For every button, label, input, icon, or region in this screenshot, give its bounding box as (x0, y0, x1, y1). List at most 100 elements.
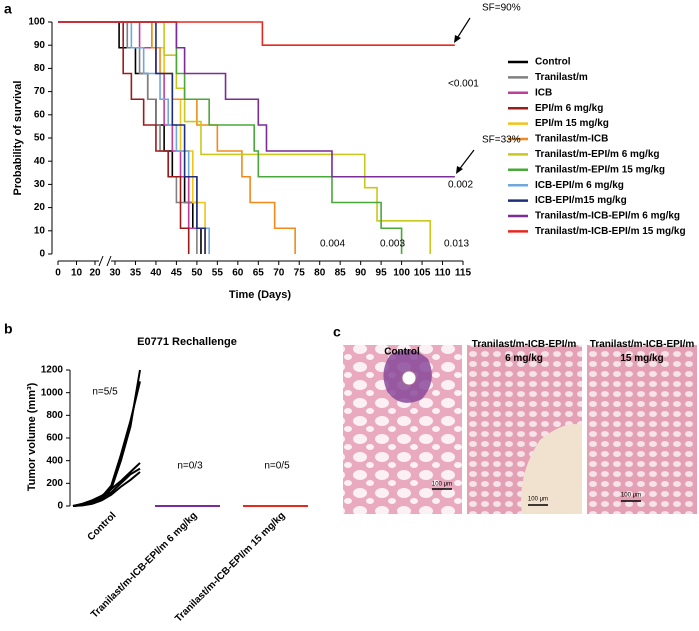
y-tick-label: 800 (46, 410, 63, 421)
axis-break (98, 255, 104, 267)
x-tick-label: 50 (191, 268, 203, 279)
title-line: 15 mg/kg (620, 353, 663, 364)
title-line: Tranilast/m-ICB-EPI/m (590, 339, 695, 350)
survival-curve (58, 21, 206, 254)
x-tick-label: 80 (314, 268, 326, 279)
x-tick-label: 30 (109, 268, 121, 279)
legend-label: Tranilast/m-EPI/m 15 mg/kg (535, 164, 665, 175)
x-tick-label: 65 (253, 268, 265, 279)
x-axis-label: Time (Days) (229, 289, 291, 301)
scale-bar-label: 100 μm (432, 482, 452, 488)
growth-curve (72, 462, 141, 507)
title-line: Tranilast/m-ICB-EPI/m (472, 339, 577, 350)
axis-break (106, 255, 112, 267)
survival-curve (58, 21, 206, 254)
y-tick-label: 400 (46, 455, 63, 466)
legend-label: Tranilast/m-ICB-EPI/m 15 mg/kg (535, 226, 686, 237)
vessel (401, 370, 417, 386)
y-tick-label: 30 (34, 179, 46, 190)
x-tick-label: 110 (434, 268, 451, 279)
panel-label: b (4, 321, 13, 337)
group-count: n=0/3 (177, 461, 203, 472)
column-title: Tranilast/m-ICB-EPI/m 6 mg/kg (472, 339, 577, 364)
survival-curve (58, 21, 403, 254)
arrow (457, 149, 475, 172)
x-tick-label: 90 (355, 268, 367, 279)
x-tick-label: 0 (55, 268, 61, 279)
y-tick-label: 1000 (41, 387, 64, 398)
x-tick-label: 95 (376, 268, 388, 279)
survival-curve (58, 21, 432, 254)
annotation: SF=90% (482, 3, 521, 14)
y-tick-label: 60 (34, 109, 46, 120)
x-tick-label: 20 (89, 268, 101, 279)
y-tick-label: 70 (34, 86, 46, 97)
title-line: 6 mg/kg (505, 353, 543, 364)
y-tick-label: 80 (34, 63, 46, 74)
x-tick-label: 105 (414, 268, 431, 279)
legend-label: ICB (535, 87, 552, 98)
legend-label: Tranilast/m (535, 72, 588, 83)
survival-curve (58, 21, 455, 46)
y-tick-label: 100 (28, 17, 45, 28)
survival-curve (58, 21, 210, 254)
x-tick-label: 115 (455, 268, 472, 279)
y-tick-label: 0 (57, 501, 63, 512)
y-tick-label: 1200 (41, 365, 64, 376)
y-tick-label: 40 (34, 156, 46, 167)
growth-curve (72, 381, 141, 507)
panel-label: a (4, 1, 12, 17)
y-tick-label: 600 (46, 433, 63, 444)
y-tick-label: 50 (34, 133, 46, 144)
panel-label: c (333, 324, 341, 340)
legend-label: Tranilast/m-ICB (535, 134, 608, 145)
x-tick-label: 70 (273, 268, 285, 279)
legend-label: Tranilast/m-ICB-EPI/m 6 mg/kg (535, 211, 680, 222)
y-tick-label: 10 (34, 225, 46, 236)
annotation: <0.001 (448, 79, 479, 90)
growth-curve (72, 467, 141, 507)
y-axis-label: Tumor volume (mm³) (26, 382, 38, 491)
x-tick-label: 60 (232, 268, 244, 279)
y-tick-label: 20 (34, 202, 46, 213)
scale-bar-label: 100 μm (621, 493, 641, 499)
legend-label: ICB-EPI/m15 mg/kg (535, 195, 627, 206)
legend-label: Tranilast/m-EPI/m 6 mg/kg (535, 149, 659, 160)
group-count: n=0/5 (264, 461, 290, 472)
x-tick-label: 55 (212, 268, 224, 279)
y-tick-label: 200 (46, 478, 63, 489)
chart-title: E0771 Rechallenge (137, 336, 237, 348)
annotation: 0.003 (380, 239, 405, 250)
y-tick-label: 90 (34, 40, 46, 51)
legend-label: EPI/m 15 mg/kg (535, 118, 609, 129)
x-tick-label: Tranilast/m-ICB-EPI/m 15 mg/kg (173, 510, 287, 624)
airway (521, 424, 582, 514)
x-tick-label: 10 (71, 268, 83, 279)
legend-label: ICB-EPI/m 6 mg/kg (535, 180, 624, 191)
x-tick-label: 35 (130, 268, 142, 279)
arrow-head (454, 35, 461, 43)
y-tick-label: 0 (39, 249, 45, 260)
survival-curve (58, 21, 202, 254)
x-tick-label: 100 (393, 268, 410, 279)
histology-image (587, 345, 697, 514)
legend-label: EPI/m 6 mg/kg (535, 103, 603, 114)
legend-label: Control (535, 57, 571, 68)
arrow-head (456, 166, 463, 174)
annotation: 0.004 (320, 239, 345, 250)
survival-curve (58, 21, 206, 254)
x-tick-label: 85 (335, 268, 347, 279)
arrow (455, 17, 471, 41)
annotation: SF=33% (482, 135, 521, 146)
annotation: 0.002 (448, 180, 473, 191)
x-tick-label: 75 (294, 268, 306, 279)
survival-curve (58, 21, 455, 178)
column-title: Control (384, 347, 420, 358)
group-count: n=5/5 (92, 387, 118, 398)
survival-curve (58, 21, 190, 254)
annotation: 0.013 (444, 239, 469, 250)
column-title: Tranilast/m-ICB-EPI/m 15 mg/kg (590, 339, 695, 364)
survival-curve (58, 21, 296, 254)
scale-bar-label: 100 μm (528, 497, 548, 503)
